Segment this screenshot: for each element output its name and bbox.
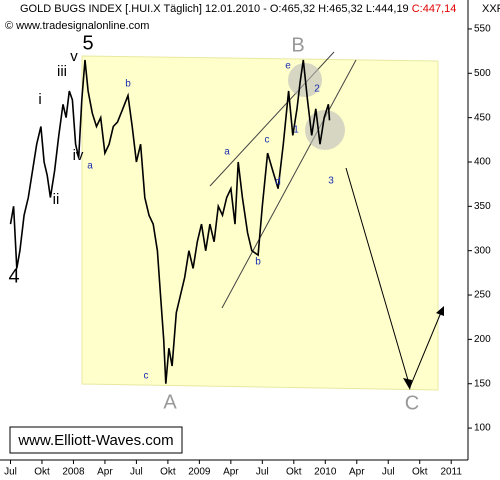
x-tick-label: Jul [130, 467, 143, 478]
wave-label: b [125, 79, 131, 90]
channel-lower [221, 59, 357, 309]
wave-label: iv [73, 147, 84, 164]
wave-label: 1 [293, 125, 299, 136]
watermark: www.Elliott-Waves.com [17, 432, 173, 449]
x-tick-label: Apr [223, 467, 239, 478]
wave-label: e [285, 61, 291, 72]
y-tick-label: 250 [474, 290, 491, 301]
wave-label: b [255, 257, 261, 268]
x-tick-label: 2010 [314, 467, 337, 478]
wave-label: a [224, 147, 230, 158]
wave-label: ii [53, 191, 60, 208]
price-line [9, 59, 331, 384]
x-tick-label: Jul [4, 467, 17, 478]
subtitle: © www.tradesignalonline.com [5, 20, 149, 32]
wave-label: i [38, 91, 41, 108]
y-tick-label: 150 [474, 378, 491, 389]
wave-label: a [87, 161, 93, 172]
x-tick-label: 2009 [188, 467, 211, 478]
y-tick-label: 450 [474, 112, 491, 123]
y-tick-label: 300 [474, 245, 491, 256]
x-tick-label: Okt [34, 467, 50, 478]
wave-label: A [163, 391, 177, 413]
watermark-box [9, 426, 183, 454]
x-tick-label: 2008 [62, 467, 85, 478]
y-tick-label: 500 [474, 68, 491, 79]
y-tick-label: 400 [474, 157, 491, 168]
y-tick-label: 100 [474, 423, 491, 434]
chart-title: GOLD BUGS INDEX [.HUI.X Täglich] 12.01.2… [20, 3, 456, 15]
wave-label: 5 [82, 32, 93, 54]
x-tick-label: Jul [382, 467, 395, 478]
wave-label: c [144, 371, 149, 382]
wave-label: C [405, 392, 419, 414]
corner-label: XXF [482, 3, 500, 15]
x-tick-label: Okt [286, 467, 302, 478]
wave-label: 4 [8, 265, 19, 287]
x-tick-label: Apr [349, 467, 365, 478]
x-tick-label: Okt [160, 467, 176, 478]
wave-label: d [275, 177, 281, 188]
x-tick-label: Apr [97, 467, 113, 478]
wave-label: 3 [328, 176, 334, 187]
y-tick-label: 350 [474, 201, 491, 212]
arrow-head [436, 306, 444, 316]
y-tick-label: 550 [474, 24, 491, 35]
y-tick-label: 200 [474, 334, 491, 345]
wave-label: B [291, 34, 304, 56]
x-tick-label: Jul [256, 467, 269, 478]
title: GOLD BUGS INDEX [.HUI.X Täglich] 12.01.2… [20, 3, 412, 15]
x-tick-label: 2011 [440, 467, 462, 478]
target-zone [81, 55, 439, 391]
wave-label: v [70, 48, 78, 65]
arrow-head [403, 378, 412, 390]
highlight-circle [305, 110, 345, 150]
close-label: C:447,14 [412, 3, 457, 15]
x-tick-label: Okt [412, 467, 428, 478]
wave-label: 2 [314, 84, 320, 95]
wave-label: iii [57, 63, 67, 80]
wave-label: c [265, 135, 270, 146]
